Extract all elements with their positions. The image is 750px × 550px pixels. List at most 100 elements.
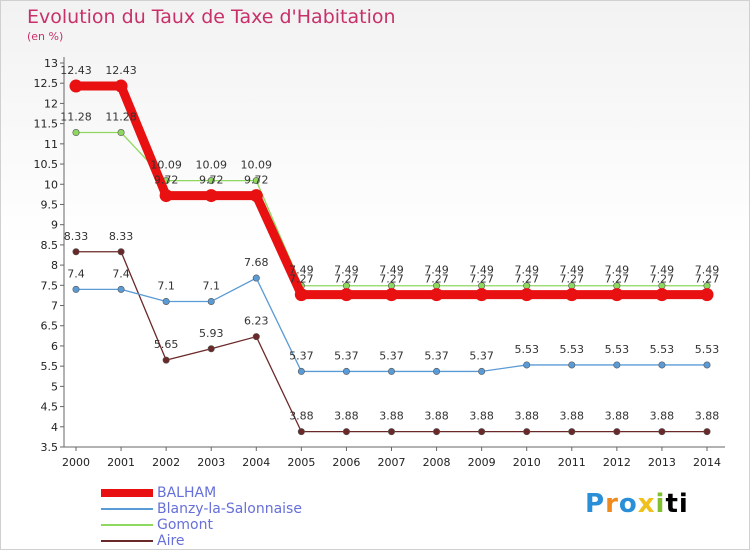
x-tick-label: 2002 (152, 456, 180, 469)
data-label: 3.88 (469, 410, 494, 423)
data-label: 7.27 (695, 273, 720, 286)
data-point (433, 367, 441, 375)
data-label: 9.72 (199, 174, 224, 187)
legend-swatch-balham (101, 489, 153, 497)
data-label: 5.37 (424, 349, 449, 362)
legend-label-aire: Aire (157, 533, 185, 549)
data-label: 6.23 (244, 315, 269, 328)
legend-label-balham: BALHAM (157, 485, 217, 501)
data-label: 5.37 (469, 349, 494, 362)
data-point (433, 428, 441, 436)
data-label: 7.27 (469, 273, 494, 286)
data-label: 7.68 (244, 256, 269, 269)
data-point (613, 428, 621, 436)
data-point (478, 367, 486, 375)
legend-swatch-gomont (101, 524, 153, 526)
data-point (117, 248, 125, 256)
data-point (252, 333, 260, 341)
data-label: 7.1 (202, 279, 220, 292)
data-point (475, 288, 489, 302)
data-point (658, 361, 666, 369)
data-point (162, 297, 170, 305)
y-tick-label: 6 (51, 340, 58, 353)
y-tick-label: 5 (51, 380, 58, 393)
data-point (207, 177, 215, 185)
x-tick-label: 2010 (513, 456, 541, 469)
data-label: 7.49 (605, 264, 630, 277)
y-tick-label: 12 (44, 97, 58, 110)
data-point (568, 428, 576, 436)
data-label: 7.49 (560, 264, 585, 277)
y-tick-label: 5.5 (41, 360, 59, 373)
data-point (520, 288, 534, 302)
data-point (568, 361, 576, 369)
data-label: 5.53 (650, 343, 675, 356)
data-label: 5.37 (334, 349, 359, 362)
data-label: 3.88 (695, 410, 720, 423)
data-label: 7.27 (605, 273, 630, 286)
chart-title: Evolution du Taux de Taxe d'Habitation (27, 6, 396, 28)
data-point (294, 288, 308, 302)
y-tick-label: 9.5 (41, 198, 59, 211)
legend-item-gomont: Gomont (101, 517, 361, 533)
y-tick-label: 12.5 (34, 77, 59, 90)
data-point (72, 129, 80, 137)
data-point (613, 361, 621, 369)
data-point (478, 428, 486, 436)
data-point (610, 288, 624, 302)
data-point (703, 428, 711, 436)
data-label: 3.88 (514, 410, 539, 423)
data-point (339, 288, 353, 302)
data-label: 3.88 (650, 410, 675, 423)
data-point (252, 177, 260, 185)
legend-label-gomont: Gomont (157, 517, 213, 533)
x-tick-label: 2007 (378, 456, 406, 469)
legend: BALHAM Blanzy-la-Salonnaise Gomont Aire (101, 485, 361, 549)
x-tick-label: 2012 (603, 456, 631, 469)
data-point (252, 274, 260, 282)
data-point (69, 79, 83, 93)
legend-item-balham: BALHAM (101, 485, 361, 501)
y-tick-label: 10.5 (34, 158, 59, 171)
data-label: 7.27 (514, 273, 539, 286)
data-point (342, 428, 350, 436)
legend-swatch-aire (101, 540, 153, 542)
y-tick-label: 11.5 (34, 118, 59, 131)
data-point (159, 189, 173, 203)
data-point (387, 428, 395, 436)
data-label: 3.88 (424, 410, 449, 423)
x-tick-label: 2005 (287, 456, 315, 469)
y-tick-label: 4.5 (41, 401, 59, 414)
x-tick-label: 2009 (468, 456, 496, 469)
legend-label-blanzy: Blanzy-la-Salonnaise (157, 501, 302, 517)
data-point (523, 361, 531, 369)
data-point (430, 288, 444, 302)
legend-swatch-blanzy (101, 508, 153, 510)
data-label: 5.65 (154, 338, 179, 351)
data-label: 7.27 (334, 273, 359, 286)
data-label: 9.72 (154, 174, 179, 187)
y-tick-label: 7.5 (41, 279, 59, 292)
data-point (204, 189, 218, 203)
data-point (162, 356, 170, 364)
x-tick-label: 2013 (648, 456, 676, 469)
data-point (297, 367, 305, 375)
data-label: 5.53 (514, 343, 539, 356)
legend-item-blanzy: Blanzy-la-Salonnaise (101, 501, 361, 517)
data-label: 7.27 (379, 273, 404, 286)
data-label: 7.27 (560, 273, 585, 286)
data-label: 3.88 (289, 410, 314, 423)
data-label: 10.09 (195, 159, 227, 172)
data-label: 7.49 (469, 264, 494, 277)
y-tick-label: 6.5 (41, 320, 59, 333)
data-point (114, 79, 128, 93)
data-point (655, 288, 669, 302)
data-label: 7.1 (157, 279, 175, 292)
data-label: 7.49 (650, 264, 675, 277)
data-label: 5.37 (379, 349, 404, 362)
data-label: 7.4 (67, 267, 85, 280)
data-label: 12.43 (105, 64, 137, 77)
data-label: 3.88 (560, 410, 585, 423)
data-label: 7.4 (112, 267, 130, 280)
x-tick-label: 2004 (242, 456, 270, 469)
